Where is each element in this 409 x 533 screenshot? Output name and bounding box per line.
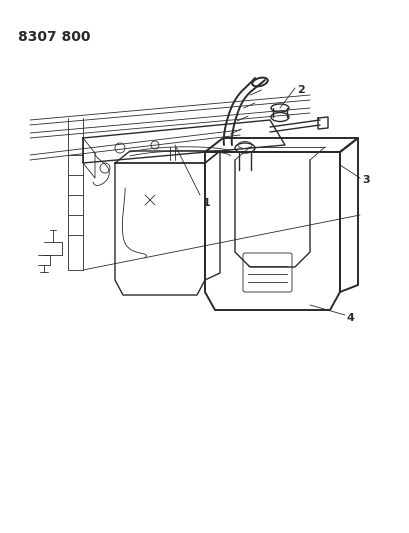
Text: 1: 1 [202, 198, 210, 208]
Text: 4: 4 [346, 313, 354, 323]
Text: 2: 2 [296, 85, 304, 95]
Text: 8307 800: 8307 800 [18, 30, 90, 44]
Text: 3: 3 [361, 175, 369, 185]
